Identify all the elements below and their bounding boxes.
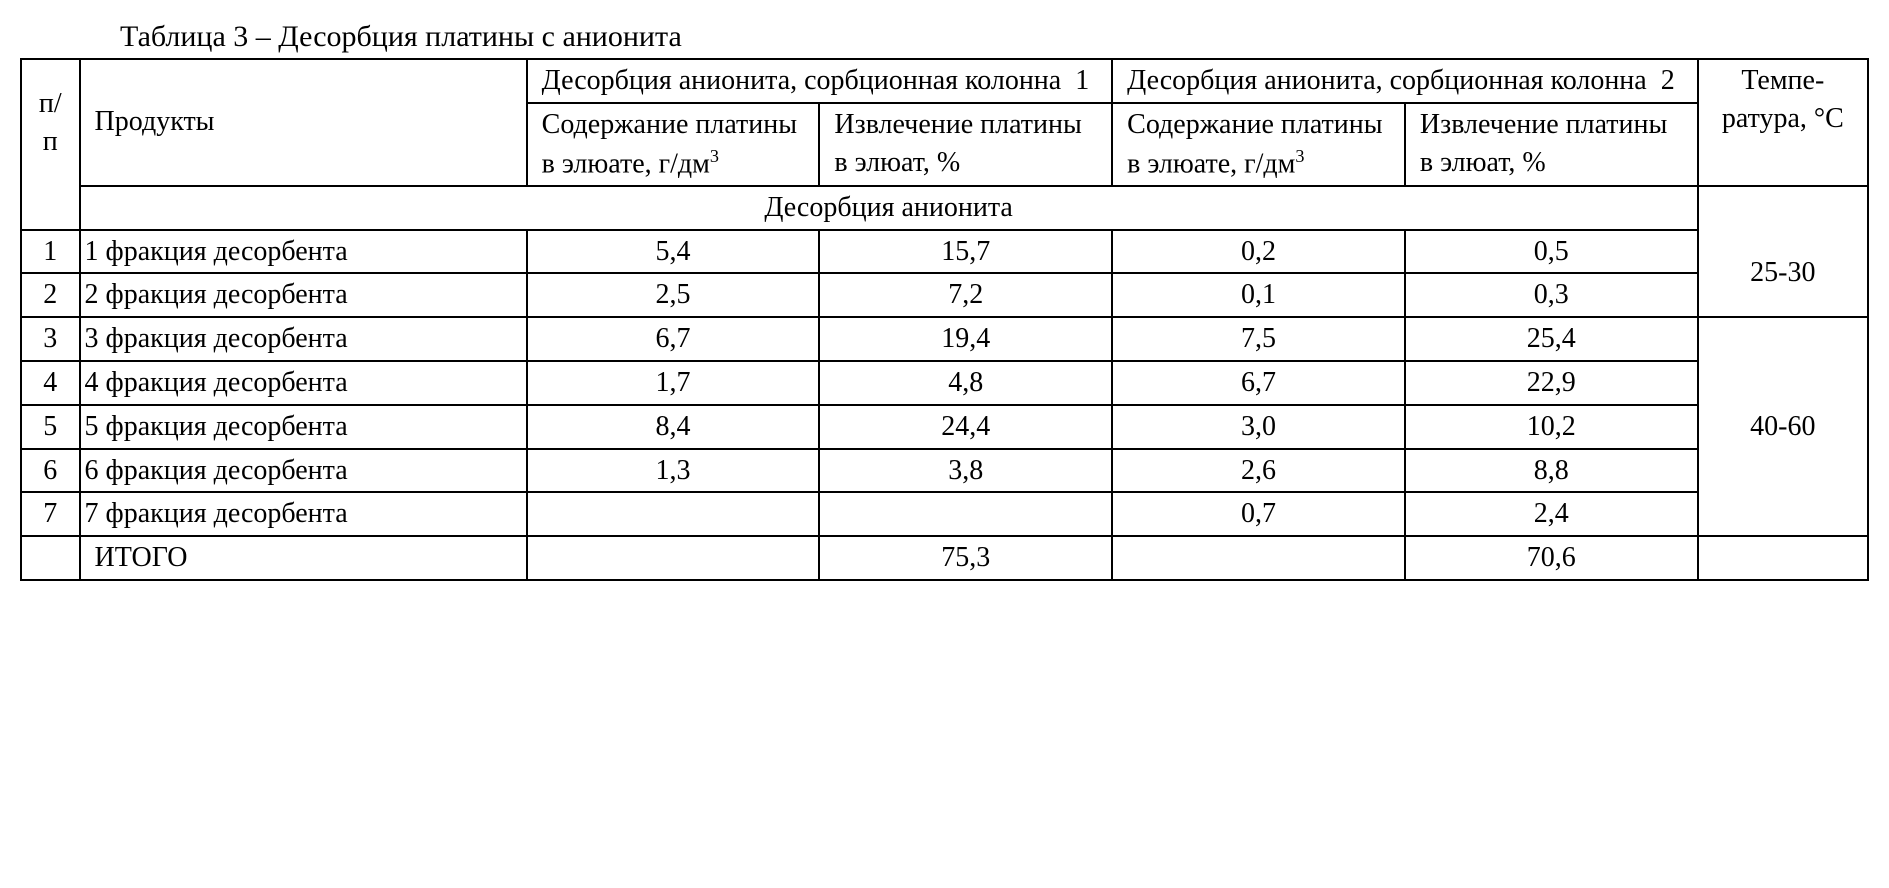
- hdr-products: Продукты: [80, 59, 527, 186]
- total-c1: [527, 536, 820, 580]
- header-row-1: п/п Продукты Десорбция анионита, сорбцио…: [21, 59, 1868, 103]
- cell-c2: 2,6: [1112, 449, 1405, 493]
- hdr-sub-content-1-sup: 3: [710, 146, 719, 166]
- cell-e1: 19,4: [819, 317, 1112, 361]
- section-idx-blank: [21, 186, 80, 230]
- table-row: 5 5 фракция десорбента 8,4 24,4 3,0 10,2: [21, 405, 1868, 449]
- cell-idx: 2: [21, 273, 80, 317]
- hdr-sub-content-2-text: Содержание платины в элюате, г/дм: [1127, 109, 1382, 179]
- cell-prod: 7 фракция десорбента: [80, 492, 527, 536]
- cell-prod: 5 фракция десорбента: [80, 405, 527, 449]
- cell-idx: 6: [21, 449, 80, 493]
- hdr-group-2: Десорбция анионита, сорбционная колонна …: [1112, 59, 1698, 103]
- hdr-sub-content-1-text: Содержание платины в элюате, г/дм: [542, 109, 797, 179]
- table-row: 2 2 фракция десорбента 2,5 7,2 0,1 0,3: [21, 273, 1868, 317]
- hdr-sub-extract-2: Извлечение платины в элюат, %: [1405, 103, 1698, 186]
- cell-c1: 1,3: [527, 449, 820, 493]
- cell-idx: 5: [21, 405, 80, 449]
- total-row: ИТОГО 75,3 70,6: [21, 536, 1868, 580]
- table-caption: Таблица 3 – Десорбция платины с анионита: [120, 20, 1869, 54]
- cell-e2: 22,9: [1405, 361, 1698, 405]
- cell-c1: 6,7: [527, 317, 820, 361]
- total-idx-blank: [21, 536, 80, 580]
- cell-temp-g2: 40-60: [1698, 317, 1868, 536]
- cell-temp-g1: 25-30: [1698, 230, 1868, 318]
- data-table: п/п Продукты Десорбция анионита, сорбцио…: [20, 58, 1869, 581]
- cell-e1: 24,4: [819, 405, 1112, 449]
- cell-e1: [819, 492, 1112, 536]
- total-e2: 70,6: [1405, 536, 1698, 580]
- total-temp-blank: [1698, 536, 1868, 580]
- section-title: Десорбция анионита: [80, 186, 1698, 230]
- hdr-idx: п/п: [21, 59, 80, 186]
- cell-c2: 0,2: [1112, 230, 1405, 274]
- cell-c2: 3,0: [1112, 405, 1405, 449]
- total-e1: 75,3: [819, 536, 1112, 580]
- table-row: 1 1 фракция десорбента 5,4 15,7 0,2 0,5 …: [21, 230, 1868, 274]
- cell-e1: 3,8: [819, 449, 1112, 493]
- cell-idx: 3: [21, 317, 80, 361]
- cell-c1: 2,5: [527, 273, 820, 317]
- cell-e2: 0,5: [1405, 230, 1698, 274]
- section-row: Десорбция анионита: [21, 186, 1868, 230]
- cell-idx: 7: [21, 492, 80, 536]
- table-row: 3 3 фракция десорбента 6,7 19,4 7,5 25,4…: [21, 317, 1868, 361]
- cell-e2: 10,2: [1405, 405, 1698, 449]
- table-row: 6 6 фракция десорбента 1,3 3,8 2,6 8,8: [21, 449, 1868, 493]
- cell-e2: 8,8: [1405, 449, 1698, 493]
- cell-prod: 3 фракция десорбента: [80, 317, 527, 361]
- cell-prod: 1 фракция десорбента: [80, 230, 527, 274]
- cell-c1: 1,7: [527, 361, 820, 405]
- cell-c1: 8,4: [527, 405, 820, 449]
- cell-c2: 7,5: [1112, 317, 1405, 361]
- cell-e1: 4,8: [819, 361, 1112, 405]
- cell-prod: 6 фракция десорбента: [80, 449, 527, 493]
- cell-idx: 4: [21, 361, 80, 405]
- cell-e2: 25,4: [1405, 317, 1698, 361]
- cell-idx: 1: [21, 230, 80, 274]
- cell-e2: 2,4: [1405, 492, 1698, 536]
- cell-prod: 4 фракция десорбента: [80, 361, 527, 405]
- table-row: 7 7 фракция десорбента 0,7 2,4: [21, 492, 1868, 536]
- cell-c1: [527, 492, 820, 536]
- hdr-sub-content-1: Содержание платины в элюате, г/дм3: [527, 103, 820, 186]
- total-c2: [1112, 536, 1405, 580]
- cell-c1: 5,4: [527, 230, 820, 274]
- hdr-temp: Темпе-ратура, °С: [1698, 59, 1868, 186]
- section-temp-blank: [1698, 186, 1868, 230]
- hdr-sub-extract-1: Извлечение платины в элюат, %: [819, 103, 1112, 186]
- cell-c2: 6,7: [1112, 361, 1405, 405]
- hdr-group-1: Десорбция анионита, сорбционная колонна …: [527, 59, 1113, 103]
- table-row: 4 4 фракция десорбента 1,7 4,8 6,7 22,9: [21, 361, 1868, 405]
- cell-e2: 0,3: [1405, 273, 1698, 317]
- hdr-sub-content-2-sup: 3: [1295, 146, 1304, 166]
- hdr-sub-content-2: Содержание платины в элюате, г/дм3: [1112, 103, 1405, 186]
- cell-prod: 2 фракция десорбента: [80, 273, 527, 317]
- cell-c2: 0,1: [1112, 273, 1405, 317]
- cell-c2: 0,7: [1112, 492, 1405, 536]
- cell-e1: 15,7: [819, 230, 1112, 274]
- cell-e1: 7,2: [819, 273, 1112, 317]
- total-label: ИТОГО: [80, 536, 527, 580]
